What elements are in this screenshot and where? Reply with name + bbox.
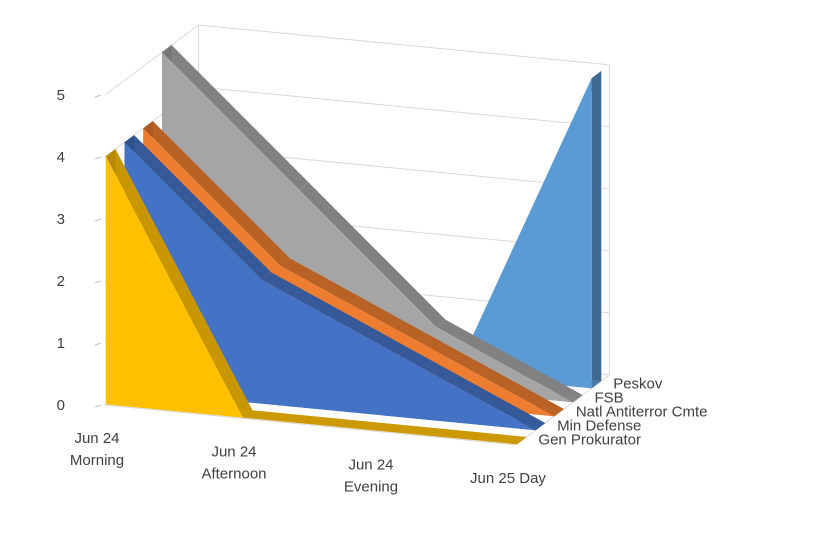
y-tick-label: 1 [57, 335, 65, 352]
series-label: Min Defense [557, 418, 641, 435]
x-tick-label-line: Jun 24 [348, 457, 393, 474]
x-tick-label-line: Afternoon [201, 465, 266, 482]
y-tick-label: 0 [57, 397, 65, 414]
y-tick-mark [94, 404, 102, 408]
series-top-edge [162, 45, 309, 190]
series-label: Natl Antiterror Cmte [576, 404, 708, 421]
series-top-edge [261, 272, 409, 355]
series-top-edge [105, 149, 253, 418]
x-tick-label: Jun 24 Afternoon [201, 443, 266, 482]
x-tick-label-line: Jun 24 [211, 443, 256, 460]
y-axis: 0 1 2 3 4 5 [57, 87, 102, 414]
x-tick-label: Jun 24 Morning [70, 430, 124, 469]
series-top-edge [124, 135, 272, 280]
x-tick-label: Jun 25 Day [470, 470, 546, 487]
series-top-edge [143, 121, 290, 266]
series-label: Gen Prokurator [538, 432, 641, 449]
y-tick-mark [94, 94, 102, 98]
series-gen-prokurator [105, 149, 527, 445]
series-front-face [180, 78, 592, 389]
series-top-edge [398, 347, 546, 431]
x-tick-label-line: Morning [70, 452, 124, 469]
y-tick-label: 2 [57, 273, 65, 290]
series-label: FSB [595, 390, 624, 407]
y-tick-mark [94, 342, 102, 346]
series-front-face [124, 142, 536, 431]
series-label: Peskov [613, 376, 663, 393]
y-tick-mark [94, 280, 102, 284]
x-axis: Jun 24 Morning Jun 24 Afternoon Jun 24 Evenin… [70, 430, 547, 496]
y-tick-label: 3 [57, 211, 65, 228]
series-top-edge [299, 182, 446, 327]
series-top-edge [280, 258, 427, 341]
series-top-edge [436, 319, 583, 403]
y-tick-label: 4 [57, 149, 65, 166]
y-tick-label: 5 [57, 87, 65, 104]
y-tick-mark [94, 156, 102, 160]
series-front-face [105, 156, 517, 445]
y-tick-mark [94, 218, 102, 222]
series-top-edge [417, 333, 564, 417]
x-tick-label: Jun 24 Evening [344, 457, 398, 496]
series-group [105, 45, 602, 445]
x-tick-label-line: Evening [344, 479, 398, 496]
x-tick-label-line: Jun 25 Day [470, 470, 546, 487]
series-side-cap [591, 71, 602, 389]
x-tick-label-line: Jun 24 [74, 430, 119, 447]
